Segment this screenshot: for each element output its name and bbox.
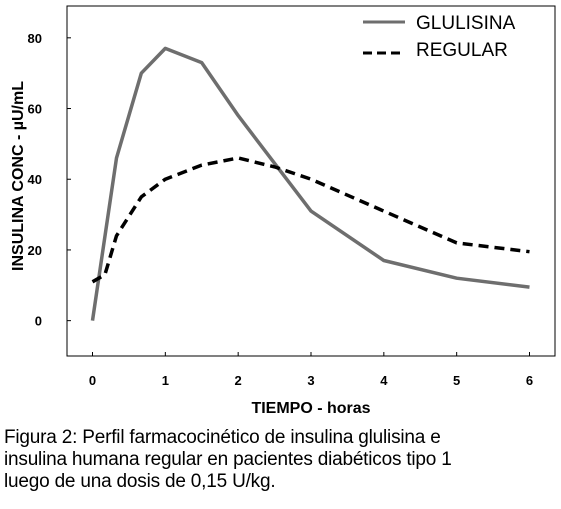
x-tick-label: 5 (453, 373, 460, 388)
x-tick-label: 4 (380, 373, 388, 388)
y-tick-label: 40 (28, 172, 42, 187)
chart: 0 20 40 60 80 0 1 2 3 4 5 6 TIEMPO - horas INSULIN… (10, 5, 556, 417)
y-tick-label: 60 (28, 102, 42, 117)
legend-label-glulisina: GLULISINA (416, 13, 516, 34)
x-tick-label: 1 (162, 373, 169, 388)
y-tick-label: 80 (28, 31, 42, 46)
x-axis-title: TIEMPO - horas (251, 400, 370, 417)
x-tick-label: 2 (235, 373, 242, 388)
x-tick-label: 3 (307, 373, 314, 388)
caption-line-1: Figura 2: Perfil farmacocinético de insu… (4, 427, 441, 448)
series-line-regular (91, 156, 530, 284)
x-axis-ticks: 0 1 2 3 4 5 6 (89, 352, 533, 388)
series-line-glulisina (90, 46, 530, 321)
x-tick-label: 0 (89, 373, 96, 388)
y-tick-label: 20 (28, 243, 42, 258)
y-tick-label: 0 (35, 314, 42, 329)
x-tick-label: 6 (526, 373, 533, 388)
caption-line-3: luego de una dosis de 0,15 U/kg. (4, 471, 276, 492)
legend: GLULISINA REGULAR (363, 13, 516, 61)
series-layer (90, 46, 530, 321)
legend-label-regular: REGULAR (416, 40, 508, 61)
y-axis-ticks: 0 20 40 60 80 (28, 31, 71, 329)
figure-caption: Figura 2: Perfil farmacocinético de insu… (4, 427, 554, 493)
caption-line-2: insulina humana regular en pacientes dia… (4, 449, 452, 470)
y-axis-title: INSULINA CONC - µU/mL (10, 81, 27, 271)
